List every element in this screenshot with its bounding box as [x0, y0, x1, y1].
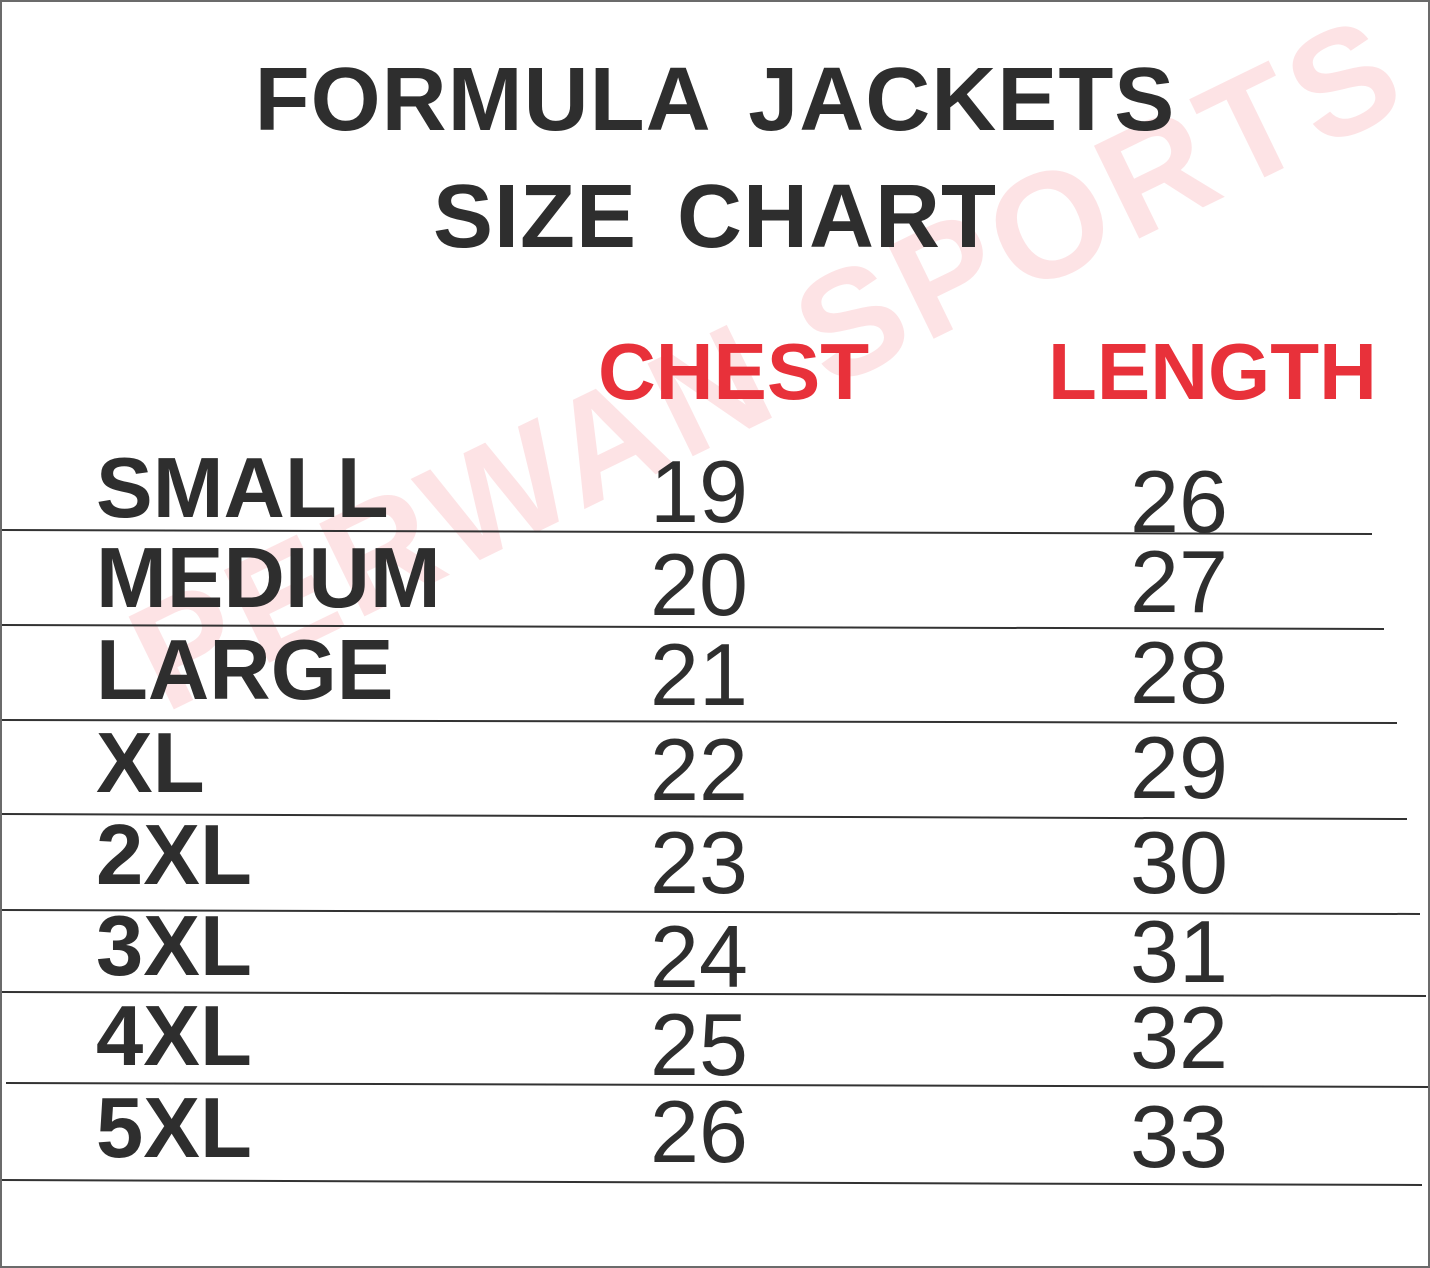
length-value: 32	[1130, 988, 1228, 1087]
chest-value: 24	[650, 907, 748, 1006]
row-divider	[2, 624, 1385, 630]
row-divider	[2, 909, 1421, 915]
length-value: 31	[1130, 902, 1228, 1001]
chest-header: CHEST	[598, 327, 870, 416]
chest-value: 19	[650, 442, 748, 541]
title-line-1: FORMULA JACKETS	[254, 50, 1176, 150]
size-label: 2XL	[96, 808, 252, 903]
length-header: LENGTH	[1048, 327, 1377, 416]
size-label: 5XL	[96, 1081, 252, 1176]
size-label: MEDIUM	[96, 531, 441, 626]
size-label: SMALL	[96, 441, 389, 536]
length-value: 28	[1130, 623, 1228, 722]
size-label: 4XL	[96, 989, 252, 1084]
size-label: XL	[96, 716, 205, 811]
length-value: 27	[1130, 532, 1228, 631]
chest-value: 21	[650, 625, 748, 724]
row-divider	[2, 529, 1373, 535]
title-line-2: SIZE CHART	[433, 167, 997, 267]
length-value: 29	[1130, 718, 1228, 817]
row-divider	[2, 1179, 1423, 1186]
row-divider	[2, 719, 1398, 724]
length-value: 30	[1130, 813, 1228, 912]
length-value: 26	[1130, 452, 1228, 551]
row-divider	[2, 813, 1408, 820]
chest-value: 20	[650, 535, 748, 634]
row-divider	[2, 991, 1427, 997]
size-label: 3XL	[96, 899, 252, 994]
size-label: LARGE	[96, 623, 394, 718]
chest-value: 23	[650, 813, 748, 912]
length-value: 33	[1130, 1087, 1228, 1186]
row-divider	[5, 1082, 1428, 1088]
chest-value: 22	[650, 720, 748, 819]
chest-value: 26	[650, 1082, 748, 1181]
chest-value: 25	[650, 995, 748, 1094]
